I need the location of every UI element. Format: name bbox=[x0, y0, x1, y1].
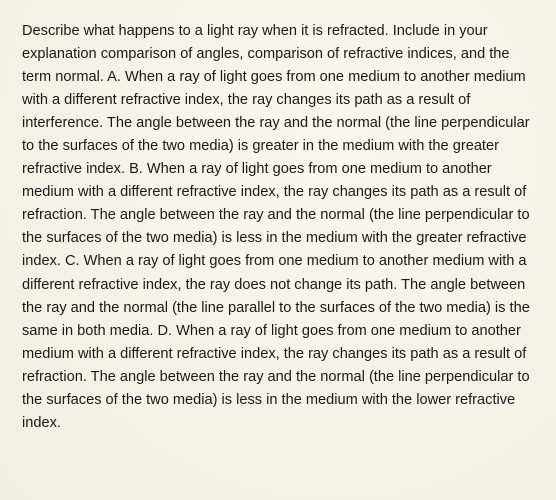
flashcard: Describe what happens to a light ray whe… bbox=[0, 0, 556, 500]
flashcard-text: Describe what happens to a light ray whe… bbox=[22, 23, 530, 431]
